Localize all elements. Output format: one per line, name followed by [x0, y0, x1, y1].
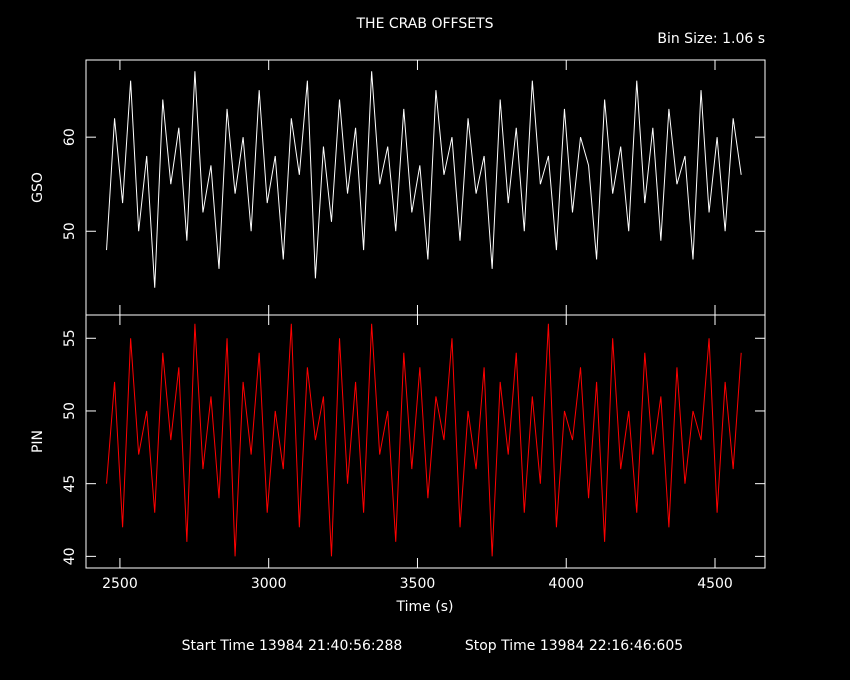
- series-line: [106, 323, 742, 557]
- y-axis-label: PIN: [30, 430, 46, 453]
- x-tick-label: 3000: [251, 576, 287, 592]
- y-axis-label: GSO: [30, 172, 46, 203]
- plot-frame: [85, 59, 766, 316]
- y-tick-label: 60: [62, 128, 78, 146]
- stop-time: Stop Time 13984 22:16:46:605: [465, 638, 683, 654]
- y-tick-label: 45: [62, 475, 78, 493]
- x-axis-label: Time (s): [396, 599, 454, 615]
- x-tick-label: 3500: [400, 576, 436, 592]
- bin-size: Bin Size: 1.06 s: [657, 31, 765, 47]
- x-tick-label: 2500: [102, 576, 138, 592]
- y-tick-label: 40: [62, 547, 78, 565]
- start-time: Start Time 13984 21:40:56:288: [182, 638, 403, 654]
- x-tick-label: 4500: [697, 576, 733, 592]
- y-tick-label: 50: [62, 402, 78, 420]
- chart-title: THE CRAB OFFSETS: [356, 16, 494, 32]
- y-tick-label: 50: [62, 222, 78, 240]
- x-tick-label: 4000: [548, 576, 584, 592]
- series-line: [106, 71, 742, 288]
- plot-frame: [85, 314, 766, 569]
- y-tick-label: 55: [62, 329, 78, 347]
